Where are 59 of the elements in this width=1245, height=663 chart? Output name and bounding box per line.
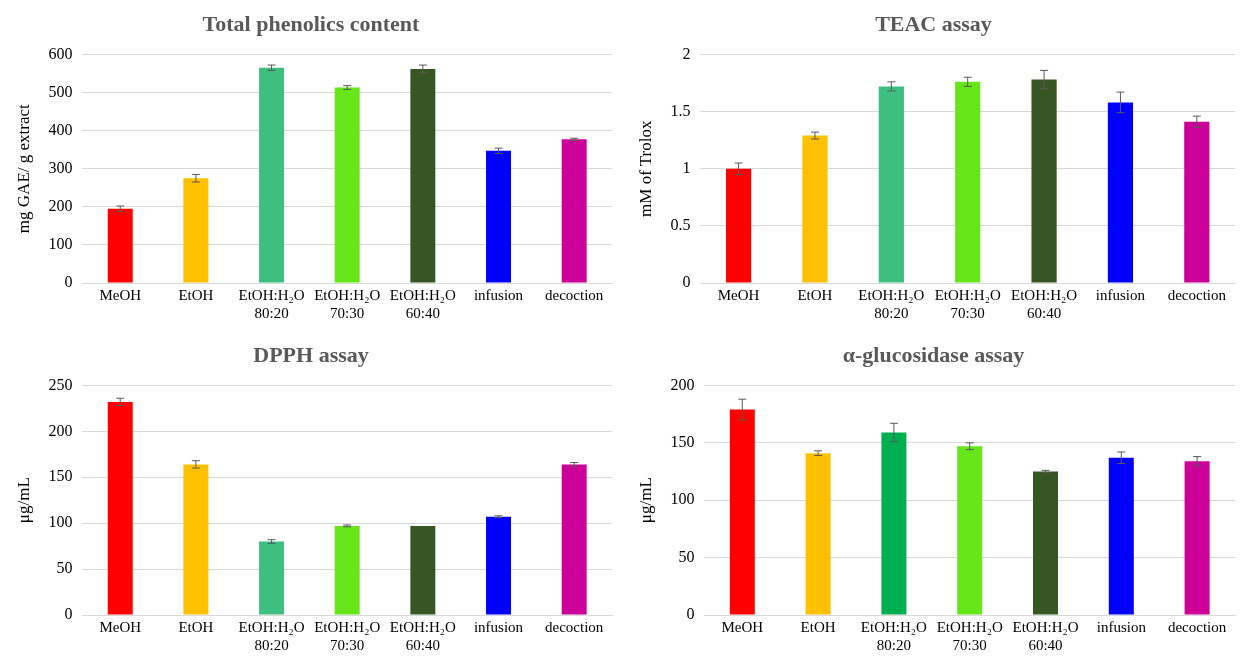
chart-title: DPPH assay <box>253 341 369 367</box>
y-tick-label: 0 <box>64 605 73 623</box>
x-tick-label: EtOH:H₂O 80:20 <box>858 286 925 321</box>
y-axis-title: mg GAE/ g extract <box>13 103 33 234</box>
y-tick-label: 100 <box>670 490 695 508</box>
x-tick-label: EtOH:H₂O 60:40 <box>389 286 457 321</box>
x-tick-label: EtOH <box>178 618 214 635</box>
y-tick-label: 300 <box>48 158 73 176</box>
x-tick-label: EtOH:H₂O 70:30 <box>314 618 381 653</box>
x-tick-label: decoction <box>545 618 604 635</box>
y-tick-label: 250 <box>48 375 73 393</box>
x-tick-label: EtOH:H₂O 80:20 <box>860 618 928 653</box>
y-tick-label: 200 <box>48 421 73 439</box>
chart-title: TEAC assay <box>875 10 992 36</box>
y-tick-label: 0 <box>682 273 691 291</box>
x-tick-label: EtOH:H₂O 60:40 <box>1012 618 1079 653</box>
x-tick-label: infusion <box>1096 618 1147 635</box>
x-tick-label: decoction <box>545 286 604 303</box>
x-tick-label: EtOH:H₂O 80:20 <box>238 286 305 321</box>
x-tick-label: EtOH:H₂O 70:30 <box>936 618 1003 653</box>
y-tick-label: 400 <box>48 120 73 138</box>
x-tick-label: MeOH <box>99 618 142 635</box>
x-tick-label: EtOH <box>178 286 214 303</box>
y-tick-label: 1.5 <box>670 101 691 119</box>
x-tick-label: EtOH:H₂O 70:30 <box>934 286 1001 321</box>
x-tick-label: decoction <box>1167 286 1227 303</box>
y-tick-label: 600 <box>48 44 73 62</box>
x-tick-label: MeOH <box>99 286 142 303</box>
x-tick-label: EtOH:H₂O 60:40 <box>1011 286 1078 321</box>
x-tick-label: MeOH <box>717 286 760 303</box>
y-tick-label: 0 <box>686 605 695 623</box>
x-tick-label: infusion <box>1095 286 1146 303</box>
x-tick-label: infusion <box>473 286 524 303</box>
x-tick-label: EtOH:H₂O 60:40 <box>389 618 457 653</box>
x-tick-label: EtOH:H₂O 70:30 <box>314 286 381 321</box>
y-tick-label: 50 <box>678 547 695 565</box>
y-tick-label: 0.5 <box>670 216 691 234</box>
x-tick-label: EtOH <box>800 618 836 635</box>
y-tick-label: 100 <box>48 235 73 253</box>
y-tick-label: 150 <box>48 467 73 485</box>
y-axis-title: mM of Trolox <box>635 120 655 217</box>
x-tick-label: EtOH:H₂O 80:20 <box>238 618 305 653</box>
chart-title: Total phenolics content <box>202 10 421 36</box>
x-tick-label: infusion <box>473 618 524 635</box>
y-tick-label: 100 <box>48 513 73 531</box>
y-tick-label: 150 <box>670 433 695 450</box>
y-tick-label: 1 <box>682 158 691 176</box>
y-tick-label: 200 <box>670 375 695 393</box>
x-tick-label: EtOH <box>797 286 833 303</box>
x-tick-label: decoction <box>1167 618 1227 635</box>
y-axis-title: μg/mL <box>13 477 33 524</box>
y-tick-label: 500 <box>48 82 73 100</box>
y-tick-label: 50 <box>56 559 73 577</box>
chart-title: α-glucosidase assay <box>842 341 1025 367</box>
y-axis-title: μg/mL <box>635 477 655 524</box>
y-tick-label: 2 <box>682 44 691 62</box>
y-tick-label: 0 <box>64 273 73 291</box>
x-tick-label: MeOH <box>721 618 764 635</box>
y-tick-label: 200 <box>48 197 73 214</box>
